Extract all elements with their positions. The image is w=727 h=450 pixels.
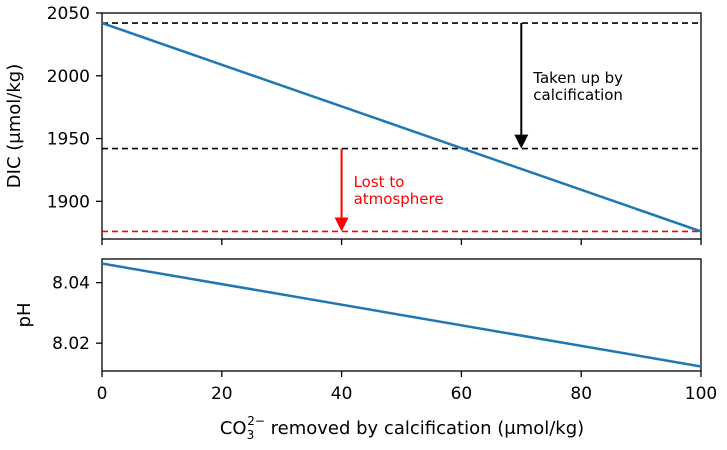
dic-series-line [101, 21, 702, 233]
dic-y-tick-label: 1950 [47, 130, 90, 150]
dic-panel: 1900 1950 2000 2050 Taken up bycalcificatio… [4, 4, 702, 245]
ph-x-ticks: 0 20 40 60 80 100 [97, 371, 717, 404]
annotation-label: calcification [533, 86, 623, 104]
dic-y-tick-label: 1900 [47, 192, 90, 212]
annotation-label: Lost to [354, 173, 405, 191]
annotation-arrow-head [334, 217, 349, 232]
x-axis-label: CO32− removed by calcification (μmol/kg) [220, 414, 584, 442]
dic-y-axis-label: DIC (μmol/kg) [4, 64, 25, 188]
dic-x-ticks [101, 239, 702, 245]
x-axis-label-rest: removed by calcification (μmol/kg) [265, 418, 584, 439]
annotation-label: atmosphere [354, 190, 444, 208]
dic-y-tick-label: 2050 [47, 4, 90, 24]
x-axis-label-subscript: 3 [247, 428, 255, 442]
ph-y-tick-label: 8.04 [52, 274, 90, 294]
dic-y-tick-label: 2000 [47, 67, 90, 87]
ph-plot-frame [101, 258, 702, 372]
ph-x-tick-label: 20 [211, 384, 233, 404]
dic-plot-frame [101, 12, 702, 240]
annotation-label: Taken up by [532, 69, 623, 87]
x-axis-label-main: CO [220, 418, 247, 439]
ph-panel: 8.02 8.04 0 20 40 60 80 100 pH CO32− removed b… [14, 258, 717, 442]
ph-y-ticks: 8.02 8.04 [52, 274, 102, 354]
dic-y-ticks: 1900 1950 2000 2050 [47, 4, 102, 212]
ph-y-tick-label: 8.02 [52, 334, 90, 354]
ph-series-line [101, 262, 702, 368]
ph-x-tick-label: 0 [97, 384, 108, 404]
ph-y-axis-label: pH [14, 303, 35, 328]
x-axis-label-superscript: 2− [247, 414, 265, 428]
ph-x-tick-label: 80 [570, 384, 592, 404]
ph-x-tick-label: 60 [451, 384, 473, 404]
ph-x-tick-label: 100 [685, 384, 717, 404]
ph-x-tick-label: 40 [331, 384, 353, 404]
annotation-arrow-head [514, 134, 529, 149]
